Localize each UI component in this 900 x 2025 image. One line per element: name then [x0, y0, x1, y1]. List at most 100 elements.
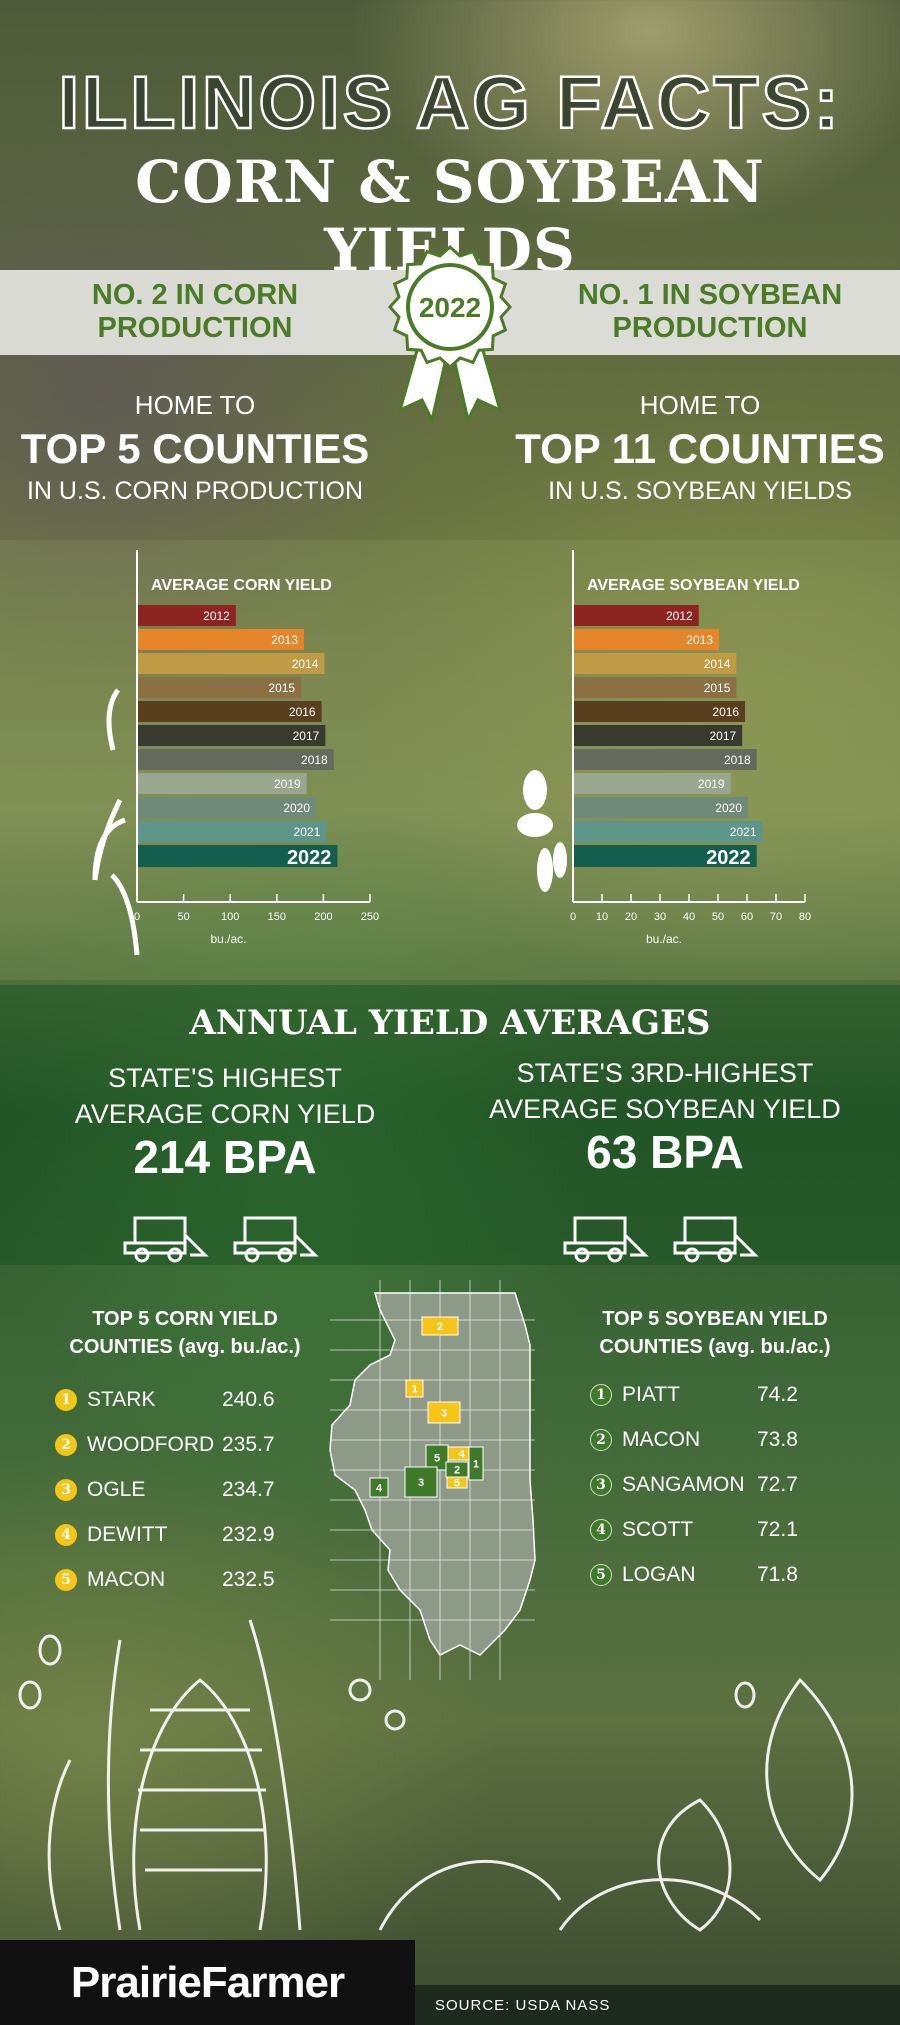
county-name: STARK: [87, 1388, 156, 1411]
county-name: DEWITT: [87, 1523, 168, 1546]
x-tick-label: 0: [134, 911, 140, 923]
corn-annual-label: STATE'S HIGHEST AVERAGE CORN YIELD: [15, 1060, 435, 1132]
corn-rank-line-2: PRODUCTION: [97, 312, 293, 344]
bar-2018: [138, 749, 334, 770]
x-tick-label: 200: [314, 911, 332, 923]
county-marker: [405, 1379, 424, 1398]
corn-counties-title-1: TOP 5 CORN YIELD: [92, 1308, 278, 1330]
county-row: 4 DEWITT 232.9: [55, 1520, 355, 1550]
county-yield: 71.8: [757, 1563, 798, 1586]
bar-label: 2022: [706, 847, 751, 869]
x-axis-label: bu./ac.: [646, 932, 682, 946]
county-name: WOODFORD: [87, 1433, 215, 1456]
soy-county-list: 1 PIATT 74.2 2 MACON 73.8 3 SANGAMON 72.7 4 SCOTT 7…: [590, 1380, 890, 1605]
county-marker: [369, 1477, 389, 1498]
county-yield: 72.7: [757, 1473, 798, 1496]
rank-badge: 1: [55, 1389, 77, 1411]
x-tick-label: 10: [596, 911, 608, 923]
county-name: OGLE: [87, 1478, 146, 1501]
x-tick-label: 50: [712, 911, 724, 923]
bar-label: 2020: [283, 801, 310, 815]
corn-cob-icon: [132, 1678, 268, 1931]
bar-label: 2012: [666, 609, 693, 623]
rank-badge: 4: [55, 1524, 77, 1546]
bar-2018: [574, 749, 757, 770]
bar-label: 2021: [730, 825, 757, 839]
corn-county-list: 1 STARK 240.6 2 WOODFORD 235.7 3 OGLE 234.7 4 DEWI…: [55, 1385, 355, 1610]
county-row: 5 MACON 232.5: [55, 1565, 355, 1595]
bar-2015: [574, 677, 737, 698]
bar-2019: [574, 773, 731, 794]
bar-2016: [138, 701, 322, 722]
award-ribbon-icon: 2022: [387, 244, 513, 425]
county-yield: 73.8: [757, 1428, 798, 1451]
county-marker-label: 3: [441, 1408, 447, 1420]
county-marker: [421, 1316, 459, 1336]
county-name: MACON: [622, 1428, 701, 1451]
soy-home: HOME TO TOP 11 COUNTIES IN U.S. SOYBEAN YI…: [490, 390, 900, 506]
county-row: 2 MACON 73.8: [590, 1425, 890, 1455]
soy-counties-title-2: COUNTIES (avg. bu./ac.): [599, 1336, 831, 1358]
county-row: 2 WOODFORD 235.7: [55, 1430, 355, 1460]
county-yield: 234.7: [222, 1478, 275, 1501]
soy-rank: NO. 1 IN SOYBEAN PRODUCTION: [530, 279, 890, 345]
county-name: SCOTT: [622, 1518, 694, 1541]
annual-title: ANNUAL YIELD AVERAGES: [189, 1003, 711, 1043]
county-marker-label: 2: [437, 1321, 443, 1333]
bar-label: 2018: [724, 753, 751, 767]
soy-annual-label: STATE'S 3RD-HIGHEST AVERAGE SOYBEAN YIELD: [455, 1055, 875, 1127]
soy-home-c: IN U.S. SOYBEAN YIELDS: [548, 477, 852, 505]
corn-rank: NO. 2 IN CORN PRODUCTION: [15, 279, 375, 345]
bar-label: 2018: [301, 753, 328, 767]
badge-year: 2022: [419, 292, 481, 323]
rank-badge: 3: [590, 1474, 612, 1496]
title-line-1: ILLINOIS AG FACTS:: [57, 60, 842, 146]
x-axis-label: bu./ac.: [210, 932, 246, 946]
x-tick-label: 20: [625, 911, 637, 923]
bar-label: 2017: [709, 729, 736, 743]
combine-harvester-icons: [123, 1216, 317, 1263]
bar-2012: [574, 605, 699, 626]
bar-label: 2012: [203, 609, 230, 623]
county-name: SANGAMON: [622, 1473, 745, 1496]
x-tick-label: 50: [177, 911, 189, 923]
chart-title: AVERAGE CORN YIELD: [151, 577, 332, 594]
county-marker: [468, 1446, 484, 1481]
source-note: SOURCE: USDA NASS: [415, 1985, 900, 2025]
county-row: 3 SANGAMON 72.7: [590, 1470, 890, 1500]
county-marker-label: 4: [458, 1449, 465, 1461]
rank-badge: 3: [55, 1479, 77, 1501]
rank-badge: 5: [590, 1564, 612, 1586]
x-tick-label: 150: [268, 911, 286, 923]
soy-rank-line-2: PRODUCTION: [612, 312, 808, 344]
soy-home-a: HOME TO: [639, 390, 761, 420]
county-marker: [427, 1401, 461, 1424]
county-name: PIATT: [622, 1383, 680, 1406]
soy-annual-line-1: STATE'S 3RD-HIGHEST: [516, 1058, 814, 1088]
bar-label: 2014: [292, 657, 319, 671]
county-marker-label: 1: [411, 1384, 417, 1396]
prairie-farmer-logo: PrairieFarmer: [0, 1940, 415, 2025]
county-yield: 235.7: [222, 1433, 275, 1456]
rank-badge: 1: [590, 1384, 612, 1406]
bar-2017: [574, 725, 743, 746]
x-tick-label: 80: [799, 911, 811, 923]
bar-2016: [574, 701, 746, 722]
county-yield: 72.1: [757, 1518, 798, 1541]
county-yield: 240.6: [222, 1388, 275, 1411]
rank-badge: 5: [55, 1569, 77, 1591]
bar-label: 2015: [704, 681, 731, 695]
bar-2021: [138, 821, 327, 842]
soy-home-b: TOP 11 COUNTIES: [515, 425, 885, 472]
bar-2019: [138, 773, 307, 794]
county-marker: [404, 1466, 438, 1498]
combine-harvester-icons-soy: [563, 1216, 757, 1263]
bar-2020: [574, 797, 748, 818]
soy-counties-title: TOP 5 SOYBEAN YIELD COUNTIES (avg. bu./ac…: [565, 1305, 865, 1361]
x-tick-label: 40: [683, 911, 695, 923]
x-tick-label: 250: [361, 911, 379, 923]
county-marker: [445, 1461, 469, 1478]
county-marker-label: 1: [473, 1459, 479, 1471]
county-marker-label: 5: [454, 1478, 460, 1490]
